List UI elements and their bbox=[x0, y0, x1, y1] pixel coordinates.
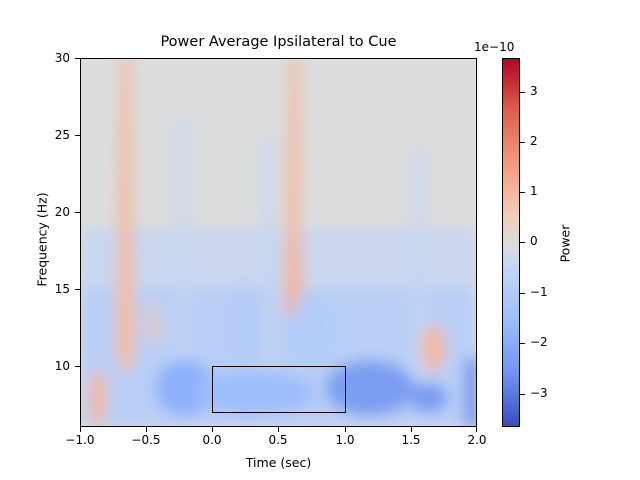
x-tick-label: −1.0 bbox=[65, 433, 95, 447]
chart-title: Power Average Ipsilateral to Cue bbox=[160, 34, 397, 50]
x-tick-label: 0.5 bbox=[268, 433, 288, 447]
heatmap-plot-area bbox=[80, 58, 477, 427]
colorbar bbox=[502, 58, 520, 427]
y-tick-mark bbox=[75, 135, 80, 136]
x-tick-mark bbox=[80, 427, 81, 432]
y-tick-label: 30 bbox=[54, 51, 70, 65]
colorbar-tick-label: −2 bbox=[530, 335, 548, 349]
x-tick-label: 1.5 bbox=[401, 433, 421, 447]
y-tick-mark bbox=[75, 58, 80, 59]
y-tick-label: 20 bbox=[54, 205, 70, 219]
colorbar-tick-label: 1 bbox=[530, 184, 538, 198]
colorbar-tick-mark bbox=[520, 142, 525, 143]
y-axis-label: Frequency (Hz) bbox=[34, 192, 50, 287]
heatmap-image bbox=[80, 58, 477, 427]
y-tick-label: 10 bbox=[54, 359, 70, 373]
colorbar-label: Power bbox=[557, 224, 573, 263]
colorbar-tick-mark bbox=[520, 92, 525, 93]
x-tick-mark bbox=[146, 427, 147, 432]
x-tick-mark bbox=[476, 427, 477, 432]
colorbar-tick-label: 0 bbox=[530, 234, 538, 248]
x-tick-label: −0.5 bbox=[131, 433, 161, 447]
plot-frame bbox=[80, 58, 477, 427]
y-tick-mark bbox=[75, 366, 80, 367]
colorbar-tick-label: 2 bbox=[530, 134, 538, 148]
x-tick-mark bbox=[278, 427, 279, 432]
colorbar-tick-label: −3 bbox=[530, 386, 548, 400]
colorbar-tick-mark bbox=[520, 293, 525, 294]
colorbar-tick-mark bbox=[520, 343, 525, 344]
x-axis-label: Time (sec) bbox=[245, 455, 312, 470]
x-tick-mark bbox=[411, 427, 412, 432]
x-tick-label: 0.0 bbox=[202, 433, 222, 447]
colorbar-tick-label: −1 bbox=[530, 285, 548, 299]
y-tick-label: 25 bbox=[54, 128, 70, 142]
x-tick-mark bbox=[345, 427, 346, 432]
roi-rectangle bbox=[212, 366, 346, 413]
colorbar-scale-exponent: 1e−10 bbox=[474, 40, 515, 54]
x-tick-label: 1.0 bbox=[335, 433, 355, 447]
colorbar-tick-mark bbox=[520, 394, 525, 395]
colorbar-tick-mark bbox=[520, 192, 525, 193]
y-tick-mark bbox=[75, 289, 80, 290]
colorbar-tick-label: 3 bbox=[530, 84, 538, 98]
colorbar-tick-mark bbox=[520, 242, 525, 243]
x-tick-label: 2.0 bbox=[467, 433, 487, 447]
y-tick-mark bbox=[75, 212, 80, 213]
y-tick-label: 15 bbox=[54, 282, 70, 296]
x-tick-mark bbox=[212, 427, 213, 432]
